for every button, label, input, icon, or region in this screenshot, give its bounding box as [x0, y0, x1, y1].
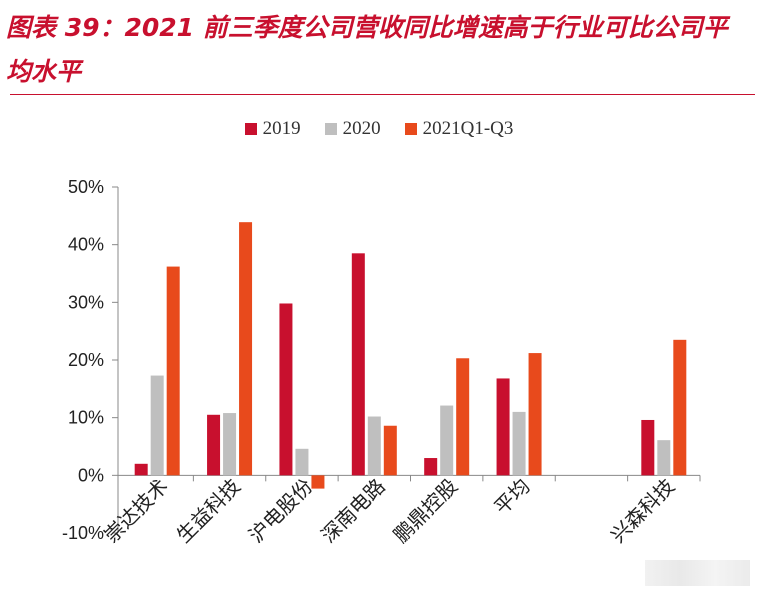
chart-legend: 2019 2020 2021Q1-Q3	[0, 118, 758, 140]
bar-2019	[351, 253, 365, 476]
x-tick-label: 兴森科技	[606, 474, 680, 548]
x-tick-label: 平均	[489, 474, 534, 519]
watermark-blur	[645, 560, 750, 586]
bar-2020	[150, 375, 164, 476]
legend-item-2020: 2020	[324, 118, 381, 140]
chart-title: 图表 39：2021 前三季度公司营收同比增速高于行业可比公司平均水平	[6, 13, 728, 86]
x-tick-label: 深南电路	[316, 474, 390, 548]
x-tick-label: 沪电股份	[244, 474, 318, 548]
x-tick-label: 生益科技	[172, 474, 246, 548]
bar-2021Q1-Q3	[239, 222, 253, 476]
x-tick-label: 鹏鼎控股	[389, 474, 463, 548]
legend-swatch-2019	[244, 123, 257, 135]
bar-2020	[657, 440, 671, 476]
bar-2019	[424, 458, 438, 476]
bar-2021Q1-Q3	[456, 358, 470, 476]
bar-2021Q1-Q3	[528, 353, 542, 476]
y-tick-label: 40%	[68, 235, 104, 255]
legend-item-2021: 2021Q1-Q3	[404, 118, 514, 140]
legend-label-2019: 2019	[262, 118, 301, 139]
y-tick-label: 50%	[68, 177, 104, 197]
bar-2021Q1-Q3	[673, 339, 687, 476]
bar-2020	[512, 411, 526, 476]
y-tick-label: 20%	[68, 350, 104, 370]
y-tick-label: 10%	[68, 408, 104, 428]
legend-label-2020: 2020	[342, 118, 381, 139]
bar-2020	[440, 405, 454, 476]
title-divider	[10, 94, 755, 95]
bar-2019	[496, 378, 510, 476]
y-tick-label: -10%	[62, 523, 104, 543]
bar-2021Q1-Q3	[311, 475, 325, 489]
bar-2021Q1-Q3	[166, 266, 180, 476]
bar-2020	[367, 416, 381, 476]
bar-2019	[641, 419, 655, 476]
legend-label-2021: 2021Q1-Q3	[422, 118, 514, 139]
legend-swatch-2021	[404, 123, 417, 135]
legend-swatch-2020	[324, 123, 337, 135]
bar-2019	[279, 303, 293, 476]
bar-2020	[223, 413, 237, 476]
bar-2020	[295, 448, 309, 476]
legend-item-2019: 2019	[244, 118, 301, 140]
y-tick-label: 30%	[68, 292, 104, 312]
bar-2019	[134, 463, 148, 476]
bar-2019	[207, 414, 221, 476]
bar-2021Q1-Q3	[383, 425, 397, 476]
y-tick-label: 0%	[78, 465, 104, 485]
x-tick-label: 崇达技术	[99, 474, 173, 548]
